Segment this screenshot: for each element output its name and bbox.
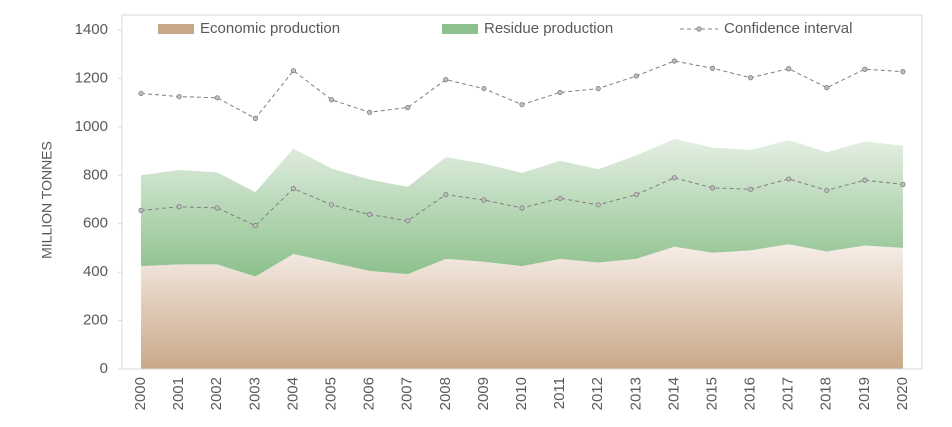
interval-point (633, 192, 639, 198)
interval-point (786, 66, 792, 72)
x-tick-label: 2020 (894, 377, 911, 410)
x-tick-label: 2013 (627, 377, 644, 410)
legend-swatch (158, 24, 194, 34)
x-tick-label: 2007 (399, 377, 416, 410)
x-tick-label: 2018 (818, 377, 835, 410)
y-tick-label: 1000 (75, 118, 108, 135)
interval-point (138, 207, 144, 213)
x-tick-label: 2003 (246, 377, 263, 410)
interval-point (824, 187, 830, 193)
legend-label: Economic production (200, 20, 340, 37)
interval-point (747, 186, 754, 192)
x-tick-label: 2019 (856, 377, 873, 410)
interval-point (900, 181, 906, 188)
interval-point (290, 68, 297, 74)
interval-point (176, 93, 182, 100)
interval-point (328, 202, 335, 208)
interval-point (671, 58, 677, 64)
interval-point (214, 95, 220, 101)
x-tick-label: 2009 (475, 377, 492, 410)
x-tick-label: 2008 (437, 377, 454, 410)
y-tick-label: 1400 (75, 21, 108, 38)
interval-point (519, 101, 525, 108)
interval-point (824, 85, 830, 91)
interval-point (709, 65, 716, 71)
interval-point (709, 185, 716, 191)
x-tick-label: 2002 (208, 377, 225, 410)
interval-point (367, 211, 373, 218)
x-tick-label: 2015 (703, 377, 720, 410)
interval-point (481, 85, 487, 92)
x-tick-label: 2012 (589, 377, 606, 410)
interval-point (633, 73, 639, 79)
y-tick-label: 200 (83, 312, 108, 329)
x-tick-label: 2000 (132, 377, 149, 410)
x-tick-label: 2016 (742, 377, 759, 410)
interval-point (481, 197, 487, 203)
x-tick-label: 2014 (665, 377, 682, 410)
interval-point (557, 195, 563, 201)
x-tick-label: 2011 (551, 377, 568, 409)
interval-point (862, 66, 868, 72)
interval-point (138, 90, 144, 97)
interval-point (443, 192, 449, 198)
interval-point (786, 176, 792, 182)
x-tick-label: 2017 (780, 377, 797, 410)
y-tick-label: 800 (83, 166, 108, 183)
interval-point (405, 218, 411, 224)
interval-point (252, 115, 258, 121)
x-tick-label: 2001 (170, 377, 187, 410)
y-tick-label: 0 (100, 360, 108, 377)
interval-point (900, 69, 906, 75)
interval-point (176, 204, 182, 210)
legend-label: Residue production (484, 20, 613, 37)
interval-point (557, 89, 563, 96)
y-tick-label: 600 (83, 215, 108, 232)
interval-point (367, 109, 373, 115)
interval-point (328, 97, 335, 103)
interval-point (862, 177, 868, 183)
y-axis-label: MILLION TONNES (39, 141, 55, 259)
interval-point (214, 205, 220, 211)
interval-point (252, 223, 258, 229)
interval-point (443, 77, 449, 83)
interval-point (595, 85, 601, 92)
x-tick-label: 2006 (361, 377, 378, 410)
interval-point (747, 75, 754, 81)
y-tick-label: 1200 (75, 69, 108, 86)
interval-point (519, 205, 525, 211)
y-tick-label: 400 (83, 263, 108, 280)
legend-swatch (696, 26, 702, 32)
x-tick-label: 2010 (513, 377, 530, 410)
interval-point (290, 186, 297, 192)
legend-swatch (442, 24, 478, 34)
interval-point (405, 104, 411, 111)
area (141, 244, 903, 369)
interval-point (671, 175, 677, 181)
interval-point (595, 202, 601, 208)
x-tick-label: 2004 (284, 377, 301, 410)
x-tick-label: 2005 (322, 377, 339, 410)
legend-label: Confidence interval (724, 20, 852, 37)
